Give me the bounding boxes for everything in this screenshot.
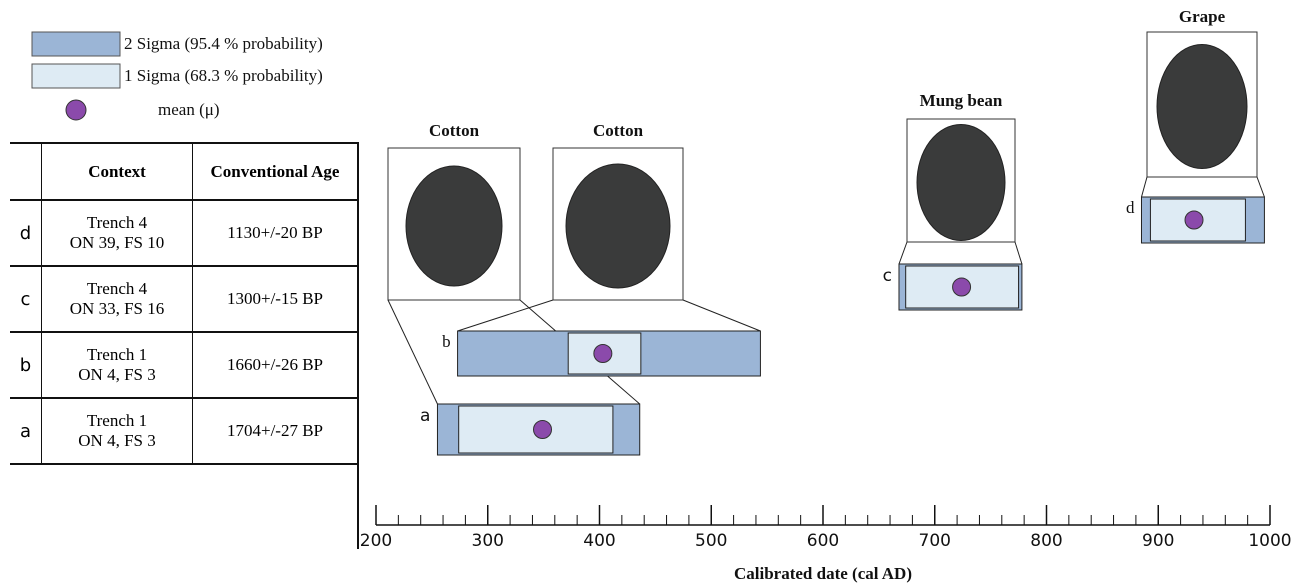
sample-id-cell: c bbox=[10, 266, 42, 332]
context-line: ON 33, FS 16 bbox=[42, 299, 192, 319]
seed-photo bbox=[917, 125, 1005, 241]
sample-id: c bbox=[883, 266, 892, 286]
context-line: Trench 4 bbox=[42, 279, 192, 299]
age-cell: 1704+/-27 BP bbox=[193, 398, 358, 464]
connector bbox=[899, 242, 907, 264]
connector bbox=[1141, 177, 1147, 197]
sample-id-cell: b bbox=[10, 332, 42, 398]
sample-id: b bbox=[442, 332, 451, 351]
age-cell: 1130+/-20 BP bbox=[193, 200, 358, 266]
x-tick-label: 1000 bbox=[1248, 531, 1291, 551]
x-tick-label: 500 bbox=[695, 531, 727, 551]
legend-label: 1 Sigma (68.3 % probability) bbox=[124, 66, 323, 85]
x-tick-label: 900 bbox=[1142, 531, 1174, 551]
x-tick-label: 300 bbox=[472, 531, 504, 551]
legend-swatch bbox=[32, 32, 120, 56]
photo-label: Cotton bbox=[429, 121, 480, 140]
mean-marker bbox=[534, 421, 552, 439]
photo-label: Mung bean bbox=[920, 91, 1003, 110]
context-line: Trench 1 bbox=[42, 345, 192, 365]
connector bbox=[683, 300, 760, 331]
header-row: Context Conventional Age bbox=[10, 143, 357, 200]
mean-marker bbox=[1185, 211, 1203, 229]
mean-marker bbox=[953, 278, 971, 296]
context-line: ON 4, FS 3 bbox=[42, 431, 192, 451]
connector bbox=[458, 300, 553, 331]
legend-label: mean (μ) bbox=[158, 100, 220, 119]
sample-id-cell: d bbox=[10, 200, 42, 266]
sample-id: a bbox=[420, 406, 430, 426]
photo-label: Cotton bbox=[593, 121, 644, 140]
sample-id: d bbox=[1126, 198, 1135, 217]
mean-marker bbox=[594, 345, 612, 363]
legend-swatch bbox=[66, 100, 86, 120]
figure: 2 Sigma (95.4 % probability) 1 Sigma (68.… bbox=[0, 0, 1316, 586]
context-line: ON 4, FS 3 bbox=[42, 365, 192, 385]
photo-label: Grape bbox=[1179, 7, 1226, 26]
x-tick-label: 400 bbox=[583, 531, 615, 551]
sample-id-cell: a bbox=[10, 398, 42, 464]
context-line: ON 39, FS 10 bbox=[42, 233, 192, 253]
connector bbox=[1015, 242, 1022, 264]
seed-photo bbox=[1157, 45, 1247, 169]
seed-photo bbox=[566, 164, 670, 288]
header-cell bbox=[10, 143, 42, 200]
x-tick-label: 200 bbox=[360, 531, 392, 551]
header-cell: Conventional Age bbox=[193, 143, 358, 200]
seed-photo bbox=[406, 166, 502, 286]
connector bbox=[388, 300, 437, 404]
age-cell: 1300+/-15 BP bbox=[193, 266, 358, 332]
legend-label: 2 Sigma (95.4 % probability) bbox=[124, 34, 323, 53]
context-line: Trench 4 bbox=[42, 213, 192, 233]
x-tick-label: 800 bbox=[1030, 531, 1062, 551]
x-tick-label: 600 bbox=[807, 531, 839, 551]
x-axis-label: Calibrated date (cal AD) bbox=[734, 564, 912, 583]
context-line: Trench 1 bbox=[42, 411, 192, 431]
header-cell: Context bbox=[42, 143, 193, 200]
legend-swatch bbox=[32, 64, 120, 88]
age-cell: 1660+/-26 BP bbox=[193, 332, 358, 398]
connector bbox=[1257, 177, 1264, 197]
x-tick-label: 700 bbox=[919, 531, 951, 551]
